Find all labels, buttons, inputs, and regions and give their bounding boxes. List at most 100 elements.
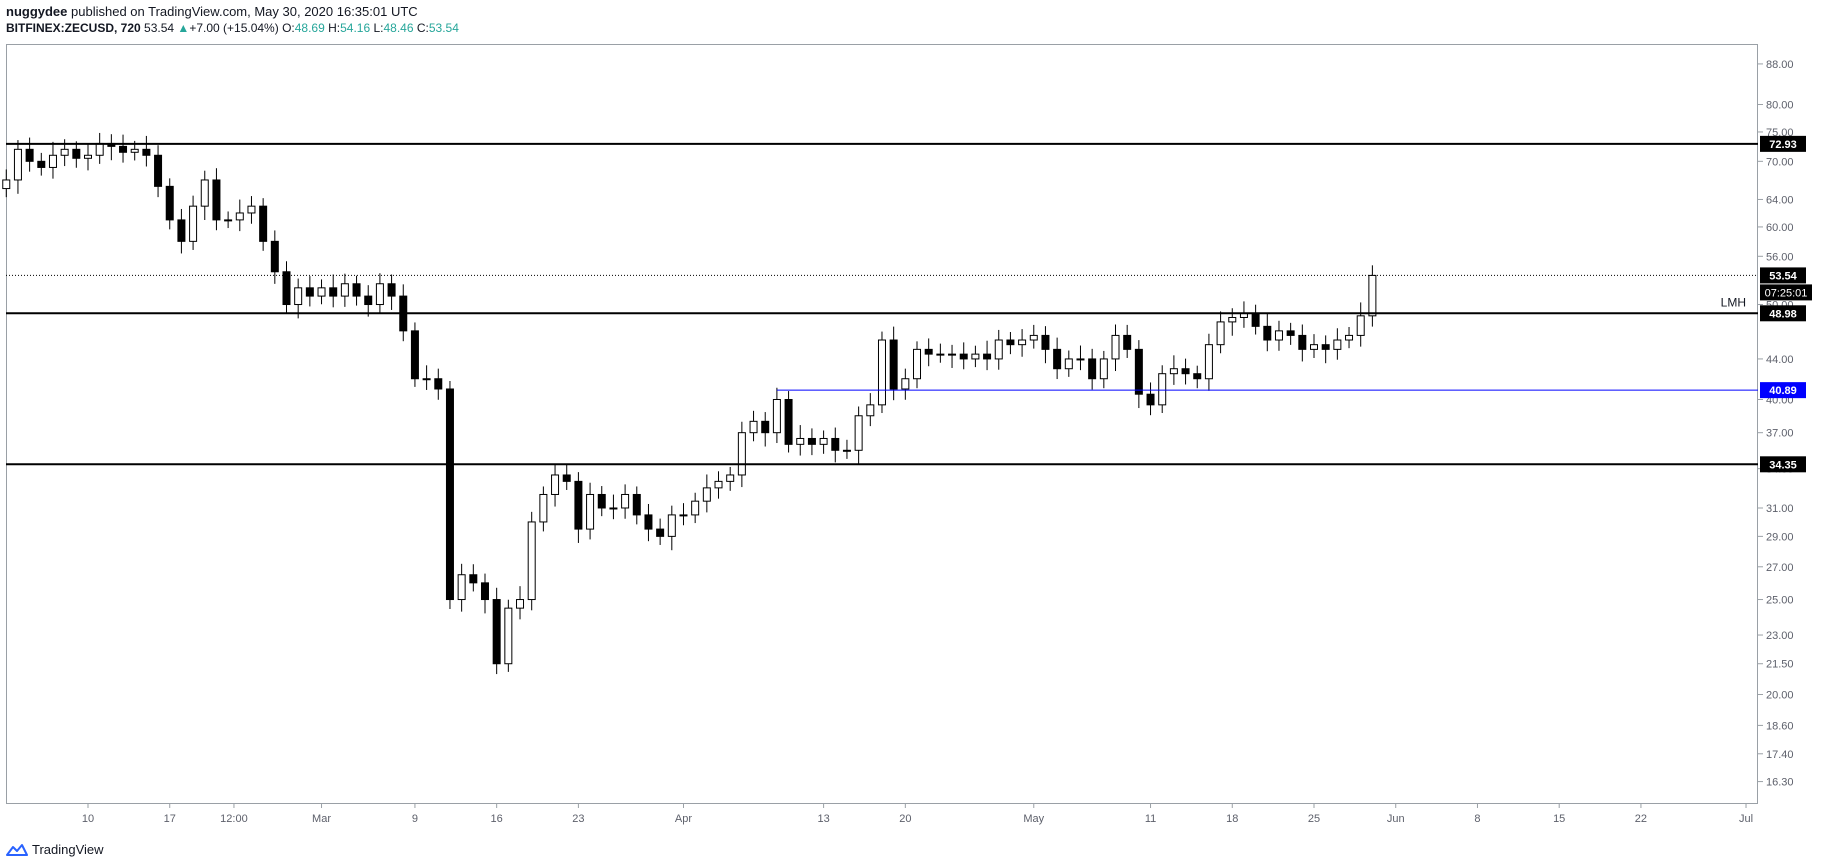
candle-down bbox=[1041, 334, 1050, 350]
x-tick-label: 15 bbox=[1553, 813, 1565, 825]
candle-up bbox=[842, 449, 851, 452]
candle-up bbox=[504, 607, 513, 665]
candle-down bbox=[983, 353, 992, 360]
change-up-icon: ▲ bbox=[177, 21, 190, 35]
open-value: 48.69 bbox=[294, 21, 325, 35]
x-tick-label: 16 bbox=[491, 813, 503, 825]
x-tick-label: 9 bbox=[412, 813, 418, 825]
y-tick-label: 29.00 bbox=[1766, 531, 1794, 543]
candle-down bbox=[387, 283, 396, 297]
candle-down bbox=[305, 287, 314, 297]
price-tag-label: 48.98 bbox=[1769, 308, 1797, 320]
candle-up bbox=[189, 205, 198, 242]
candle-down bbox=[25, 148, 34, 162]
candle-up bbox=[1204, 344, 1213, 380]
y-tick-label: 37.00 bbox=[1766, 428, 1794, 440]
lmh-annotation: LMH bbox=[1721, 295, 1746, 309]
candle-down bbox=[270, 240, 279, 273]
publish-info: nuggydee published on TradingView.com, M… bbox=[6, 4, 418, 19]
candle-up bbox=[1356, 315, 1365, 336]
price-tag bbox=[1760, 382, 1806, 399]
candle-up bbox=[586, 493, 595, 530]
candle-up bbox=[1216, 321, 1225, 346]
y-tick-label: 17.40 bbox=[1766, 749, 1794, 761]
candle-up bbox=[1274, 330, 1283, 341]
candle-up bbox=[1018, 339, 1027, 346]
candle-up bbox=[749, 420, 758, 434]
close-label: C: bbox=[416, 21, 429, 35]
candle-down bbox=[1251, 312, 1260, 327]
x-tick-label: Apr bbox=[675, 813, 692, 825]
candle-up bbox=[854, 415, 863, 451]
x-tick-label: 20 bbox=[899, 813, 911, 825]
candle-up bbox=[224, 219, 233, 222]
last-price-tag bbox=[1760, 267, 1806, 284]
candle-up bbox=[551, 474, 560, 495]
y-tick-label: 60.00 bbox=[1766, 222, 1794, 234]
candle-down bbox=[165, 185, 174, 221]
candle-up bbox=[200, 179, 209, 207]
y-tick-label: 44.00 bbox=[1766, 354, 1794, 366]
candle-up bbox=[679, 514, 688, 517]
candle-down bbox=[410, 330, 419, 380]
chart-frame[interactable] bbox=[6, 44, 1758, 804]
candle-up bbox=[457, 574, 466, 601]
x-tick-label: 8 bbox=[1474, 813, 1480, 825]
candle-down bbox=[212, 179, 221, 221]
candle-down bbox=[445, 388, 454, 601]
price-tag bbox=[1760, 456, 1806, 473]
candle-down bbox=[434, 378, 443, 390]
symbol-label: BITFINEX:ZECUSD, 720 bbox=[6, 21, 141, 35]
candle-down bbox=[644, 514, 653, 530]
candle-down bbox=[1286, 330, 1295, 336]
candle-up bbox=[2, 179, 11, 190]
last-price: 53.54 bbox=[144, 21, 175, 35]
candle-up bbox=[1064, 358, 1073, 370]
candle-up bbox=[235, 212, 244, 221]
candle-down bbox=[142, 148, 151, 156]
candle-down bbox=[831, 437, 840, 451]
y-tick-label: 21.50 bbox=[1766, 659, 1794, 671]
candle-up bbox=[948, 353, 957, 356]
candle-up bbox=[702, 487, 711, 502]
candle-down bbox=[1006, 339, 1015, 346]
candle-down bbox=[492, 599, 501, 665]
candle-up bbox=[422, 378, 431, 381]
candle-up bbox=[317, 287, 326, 297]
tradingview-logo-icon bbox=[6, 843, 28, 856]
candle-up bbox=[539, 493, 548, 523]
tradingview-footer[interactable]: TradingView bbox=[6, 842, 104, 857]
candle-down bbox=[154, 154, 163, 187]
price-change: +7.00 (+15.04%) bbox=[189, 21, 279, 35]
published-text: published on TradingView.com, May 30, 20… bbox=[71, 4, 418, 19]
candle-down bbox=[37, 160, 46, 168]
y-tick-label: 64.00 bbox=[1766, 194, 1794, 206]
close-value: 53.54 bbox=[428, 21, 459, 35]
candle-down bbox=[889, 339, 898, 390]
countdown-tag bbox=[1760, 284, 1812, 301]
candle-up bbox=[737, 432, 746, 476]
candle-up bbox=[621, 493, 630, 509]
candle-up bbox=[796, 437, 805, 445]
x-tick-label: 23 bbox=[572, 813, 584, 825]
candle-down bbox=[469, 574, 478, 584]
candle-down bbox=[352, 283, 361, 297]
x-tick-label: May bbox=[1023, 813, 1044, 825]
price-tag bbox=[1760, 305, 1806, 322]
y-tick-label: 16.30 bbox=[1766, 777, 1794, 789]
candle-up bbox=[1111, 334, 1120, 360]
candle-up bbox=[913, 348, 922, 380]
candle-up bbox=[130, 148, 139, 153]
candle-up bbox=[516, 599, 525, 609]
candle-down bbox=[1193, 373, 1202, 380]
candle-up bbox=[1345, 334, 1354, 341]
y-tick-label: 70.00 bbox=[1766, 156, 1794, 168]
candle-up bbox=[1169, 368, 1178, 375]
candle-up bbox=[294, 287, 303, 306]
candle-up bbox=[772, 398, 781, 434]
x-tick-label: 17 bbox=[164, 813, 176, 825]
candle-down bbox=[480, 582, 489, 601]
candle-down bbox=[72, 148, 81, 159]
candle-up bbox=[1076, 358, 1085, 361]
